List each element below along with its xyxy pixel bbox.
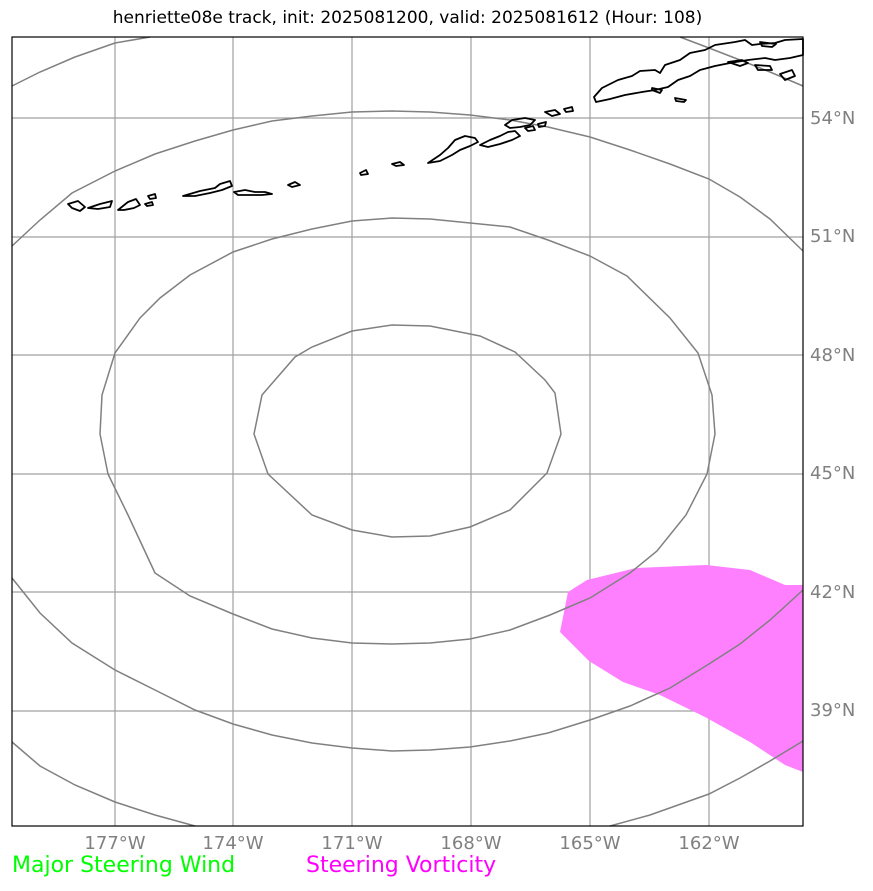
coast-island-10 (537, 121, 547, 128)
coast-atka (182, 180, 233, 197)
distance-rings (11, 36, 804, 827)
coast-island-8 (563, 106, 574, 113)
coast-andreanof-islands (287, 181, 301, 188)
coast-attu (67, 200, 86, 212)
coast-island-12 (144, 201, 154, 207)
lat-label-45n: 45°N (810, 463, 856, 484)
ring-second (99, 217, 716, 645)
coast-island-7 (544, 109, 561, 117)
lat-label-48n: 48°N (810, 345, 856, 366)
lat-label-51n: 51°N (810, 226, 856, 247)
ring-third (11, 110, 804, 252)
ring-outer-top (11, 36, 151, 87)
coast-kiska (87, 200, 113, 210)
lat-label-42n: 42°N (810, 582, 856, 603)
coast-island-3 (727, 59, 749, 67)
coastlines (67, 38, 804, 212)
coast-island-5 (779, 69, 796, 81)
map-frame (11, 36, 804, 827)
vorticity-region (560, 565, 803, 772)
coast-island-2 (674, 97, 687, 103)
legend-major-steering-wind: Major Steering Wind (12, 853, 236, 878)
graticule (12, 37, 803, 826)
coast-unalaska (479, 130, 521, 148)
legend-steering-vorticity: Steering Vorticity (306, 853, 497, 878)
coast-islands-of-four-mountains (391, 161, 405, 167)
coast-alaska-peninsula (593, 38, 804, 103)
lon-label-162w: 162°W (678, 833, 740, 854)
coast-island-1 (651, 87, 663, 94)
ring-outer-bottom (11, 741, 196, 827)
coast-island-4 (754, 64, 773, 71)
ring-inner (253, 324, 562, 538)
coast-island-11 (359, 169, 369, 176)
coast-island-9 (524, 125, 536, 132)
lat-label-54n: 54°N (810, 108, 856, 129)
coast-island-6 (759, 41, 777, 48)
lon-label-165w: 165°W (559, 833, 621, 854)
coast-unimak (504, 117, 536, 129)
lon-label-177w: 177°W (84, 833, 146, 854)
lon-label-171w: 171°W (321, 833, 383, 854)
lat-label-39n: 39°N (810, 700, 856, 721)
coast-amchitka (117, 198, 141, 211)
coast-adak (233, 189, 273, 196)
map-title: henriette08e track, init: 2025081200, va… (112, 8, 703, 28)
lon-label-168w: 168°W (440, 833, 502, 854)
lon-label-174w: 174°W (202, 833, 264, 854)
coast-fox-islands (427, 135, 479, 164)
coast-rat-islands (147, 193, 157, 200)
ring-third-lower (11, 577, 804, 752)
ring-outer-bottom-right (609, 740, 804, 827)
